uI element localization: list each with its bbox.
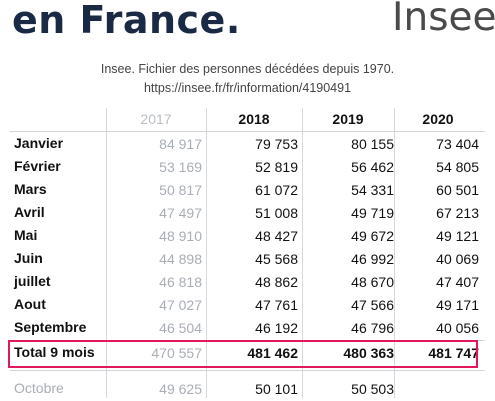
table-row: Mars 50 817 61 072 54 331 60 501 <box>10 179 485 202</box>
row-label: Avril <box>14 204 45 220</box>
cell-2020: 40 056 <box>436 320 479 336</box>
cell-2017: 50 817 <box>159 182 202 198</box>
page-title: en France. <box>12 0 241 42</box>
cell-2018: 46 192 <box>255 320 298 336</box>
cell-2018: 50 101 <box>255 381 298 397</box>
column-header-2018: 2018 <box>238 111 270 127</box>
cell-2018: 45 568 <box>255 251 298 267</box>
cell-2020: 47 407 <box>436 274 479 290</box>
cell-2018: 47 761 <box>255 297 298 313</box>
cell-2017: 47 497 <box>159 205 202 221</box>
total-2019: 480 363 <box>343 345 394 361</box>
cell-2017: 46 504 <box>159 320 202 336</box>
cell-2020: 54 805 <box>436 159 479 175</box>
source-note: Insee. Fichier des personnes décédées de… <box>100 62 395 76</box>
cell-2018: 48 427 <box>255 228 298 244</box>
cell-2017: 48 910 <box>159 228 202 244</box>
table-row: Avril 47 497 51 008 49 719 67 213 <box>10 202 485 225</box>
table-row: Mai 48 910 48 427 49 672 49 121 <box>10 225 485 248</box>
source-url[interactable]: https://insee.fr/fr/information/4190491 <box>143 81 352 95</box>
insee-logo: Insee <box>392 0 495 40</box>
cell-2020: 40 069 <box>436 251 479 267</box>
cell-2019: 50 503 <box>351 381 394 397</box>
cell-2019: 49 672 <box>351 228 394 244</box>
column-divider <box>302 108 303 398</box>
cell-2017: 84 917 <box>159 136 202 152</box>
row-label: Septembre <box>14 319 87 335</box>
row-label: juillet <box>14 273 51 289</box>
table-row: Juin 44 898 45 568 46 992 40 069 <box>10 248 485 271</box>
column-divider <box>106 108 107 398</box>
table-row: Aout 47 027 47 761 47 566 49 171 <box>10 294 485 317</box>
column-divider <box>394 108 395 398</box>
cell-2018: 79 753 <box>255 136 298 152</box>
cell-2020: 67 213 <box>436 205 479 221</box>
row-label: Mars <box>14 181 47 197</box>
cell-2018: 52 819 <box>255 159 298 175</box>
table-row: Septembre 46 504 46 192 46 796 40 056 <box>10 317 485 340</box>
cell-2019: 47 566 <box>351 297 394 313</box>
total-2017: 470 557 <box>151 345 202 361</box>
total-label: Total 9 mois <box>14 344 95 360</box>
deaths-table: 2017 2018 2019 2020 Janvier 84 917 79 75… <box>8 108 485 401</box>
row-label: Juin <box>14 250 43 266</box>
cell-2017: 46 818 <box>159 274 202 290</box>
cell-2017: 53 169 <box>159 159 202 175</box>
column-divider <box>206 108 207 398</box>
cell-2020: 60 501 <box>436 182 479 198</box>
cell-2020: 73 404 <box>436 136 479 152</box>
cell-2018: 48 862 <box>255 274 298 290</box>
row-label: Aout <box>14 296 46 312</box>
table-row: Février 53 169 52 819 56 462 54 805 <box>10 156 485 179</box>
column-header-2020: 2020 <box>422 111 454 127</box>
cell-2019: 54 331 <box>351 182 394 198</box>
cell-2017: 49 625 <box>159 381 202 397</box>
october-divider <box>10 370 485 371</box>
row-label: Janvier <box>14 135 64 151</box>
cell-2019: 80 155 <box>351 136 394 152</box>
cell-2019: 56 462 <box>351 159 394 175</box>
cell-2019: 46 992 <box>351 251 394 267</box>
table-row: Janvier 84 917 79 753 80 155 73 404 <box>10 133 485 156</box>
table-row: juillet 46 818 48 862 48 670 47 407 <box>10 271 485 294</box>
column-header-2019: 2019 <box>332 111 364 127</box>
total-2018: 481 462 <box>247 345 298 361</box>
row-label: Octobre <box>14 380 64 396</box>
cell-2020: 49 171 <box>436 297 479 313</box>
cell-2018: 61 072 <box>255 182 298 198</box>
table-row-october: Octobre 49 625 50 101 50 503 <box>10 378 485 401</box>
column-header-2017: 2017 <box>140 111 172 127</box>
cell-2019: 46 796 <box>351 320 394 336</box>
total-2020: 481 747 <box>428 345 479 361</box>
cell-2018: 51 008 <box>255 205 298 221</box>
row-label: Février <box>14 158 61 174</box>
cell-2017: 44 898 <box>159 251 202 267</box>
cell-2019: 49 719 <box>351 205 394 221</box>
total-row: Total 9 mois 470 557 481 462 480 363 481… <box>10 342 485 365</box>
header-divider <box>10 131 485 132</box>
row-label: Mai <box>14 227 38 243</box>
cell-2019: 48 670 <box>351 274 394 290</box>
cell-2020: 49 121 <box>436 228 479 244</box>
total-highlight-box <box>8 340 478 368</box>
cell-2017: 47 027 <box>159 297 202 313</box>
